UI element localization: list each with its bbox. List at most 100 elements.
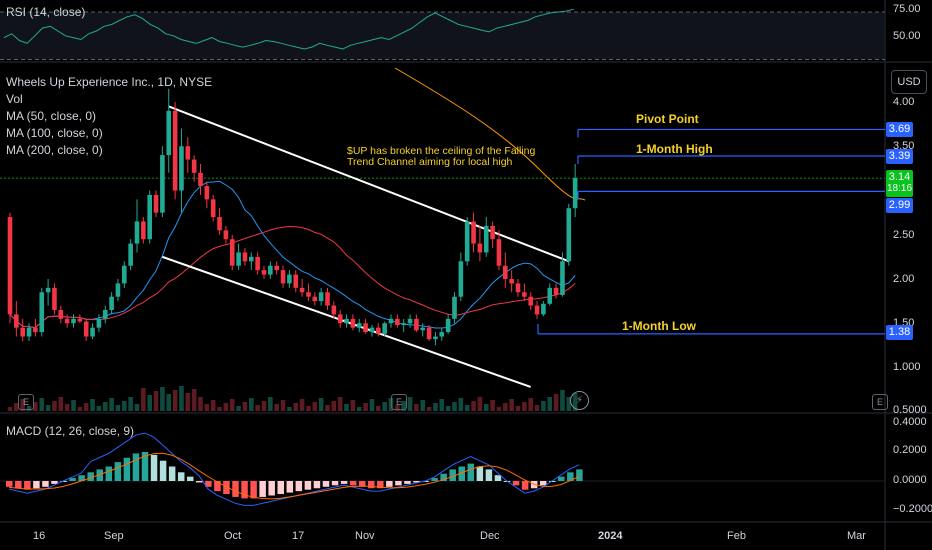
volume-bar [33, 402, 38, 411]
volume-bar [452, 402, 457, 411]
candle-body [134, 221, 140, 244]
macd-hist-bar [377, 481, 384, 489]
macd-hist-bar [286, 481, 294, 493]
macd-tick-0: 0.0000 [893, 474, 927, 486]
candle-body [96, 318, 102, 328]
rsi-band [0, 12, 885, 60]
volume-bar [115, 405, 121, 411]
candle-body [331, 305, 337, 315]
volume-bar [299, 399, 305, 411]
earnings-badge-2[interactable]: E [391, 394, 407, 410]
candle-body [52, 287, 57, 310]
macd-hist-bar [295, 481, 303, 492]
pivot-point-label: Pivot Point [636, 112, 699, 126]
candle-body [547, 287, 553, 304]
candle-body [33, 327, 38, 333]
macd-hist-bar [187, 476, 194, 481]
candle-body [299, 287, 305, 293]
candle-body [64, 318, 70, 324]
volume-bar [566, 397, 572, 411]
macd-hist-bar [349, 481, 357, 486]
volume-bar [236, 406, 241, 411]
volume-bar [14, 403, 19, 411]
candle-body [20, 327, 25, 337]
ma50-indicator[interactable]: MA (50, close, 0) [6, 109, 97, 123]
bar-countdown: 18:16 [886, 183, 913, 194]
volume-bar [198, 397, 203, 411]
macd-hist-bar [422, 481, 429, 482]
volume-bar [242, 402, 248, 411]
macd-hist-bar [177, 472, 185, 481]
earnings-badge-3[interactable]: E [872, 394, 888, 410]
currency-button[interactable]: USD [891, 70, 927, 94]
candle-body [83, 321, 89, 337]
macd-hist-bar [150, 454, 158, 481]
volume-bar [382, 402, 387, 411]
price-tick-2: 2.00 [893, 273, 915, 285]
candle-body [249, 256, 254, 262]
lightning-icon[interactable]: ⚡ [570, 391, 589, 410]
volume-bar [560, 390, 565, 411]
volume-bar [445, 406, 451, 411]
x-tick-feb: Feb [727, 530, 746, 542]
volume-bar [102, 402, 108, 411]
earnings-badge[interactable]: E [18, 394, 34, 410]
symbol-title[interactable]: Wheels Up Experience Inc., 1D, NYSE [6, 75, 213, 89]
x-tick-17: 17 [292, 530, 305, 542]
rsi-panel [0, 8, 885, 60]
volume-bars [7, 386, 578, 411]
candle-body [541, 303, 546, 315]
macd-hist-bar [458, 466, 465, 481]
candle-body [122, 265, 127, 284]
candle-body [217, 217, 222, 231]
macd-hist-bar [358, 481, 366, 487]
volume-bar [147, 395, 152, 411]
macd-panel [0, 432, 885, 506]
volume-bar [350, 400, 356, 411]
volume-bar [141, 388, 146, 411]
volume-bar [71, 400, 76, 411]
macd-hist-bar [558, 476, 565, 481]
macd-hist-bar [241, 481, 248, 499]
macd-hist-bar [268, 481, 275, 496]
volume-bar [185, 393, 191, 411]
candle-body [198, 172, 203, 187]
volume-bar [52, 401, 57, 411]
candle-body [26, 327, 32, 337]
volume-bar [20, 399, 25, 411]
macd-hist-bar [250, 481, 257, 499]
candle-body [210, 199, 216, 218]
macd-hist-bar [494, 475, 502, 481]
macd-hist-bar [521, 481, 529, 490]
volume-bar [534, 405, 540, 411]
volume-bar [39, 398, 45, 411]
macd-hist-bar [232, 481, 239, 497]
ma200-indicator[interactable]: MA (200, close, 0) [6, 143, 103, 157]
vol-indicator[interactable]: Vol [6, 92, 23, 106]
macd-hist-bar [476, 466, 484, 481]
month-high-price-tag: 3.39 [886, 149, 913, 164]
volume-bar [318, 398, 324, 411]
macd-hist-bar [485, 469, 493, 481]
volume-bar [395, 405, 400, 411]
candle-body [255, 256, 260, 271]
candle-body [401, 323, 406, 326]
candle-body [268, 265, 273, 275]
volume-bar [414, 404, 419, 411]
ma100-indicator[interactable]: MA (100, close, 0) [6, 126, 103, 140]
volume-bar [255, 405, 260, 411]
rsi-line [3, 8, 574, 50]
volume-bar [274, 404, 279, 411]
volume-bar [356, 407, 362, 411]
macd-hist-bar [69, 478, 76, 481]
candle-body [236, 252, 241, 266]
macd-hist-bar [159, 460, 167, 481]
macd-hist-bar [123, 457, 131, 481]
macd-title: MACD (12, 26, close, 9) [6, 424, 135, 438]
macd-hist-bar [78, 475, 85, 481]
macd-hist-bar [87, 472, 94, 481]
volume-bar [172, 390, 178, 411]
candle-body [223, 230, 229, 240]
macd-hist-bar [322, 481, 330, 487]
candle-body [147, 194, 152, 240]
